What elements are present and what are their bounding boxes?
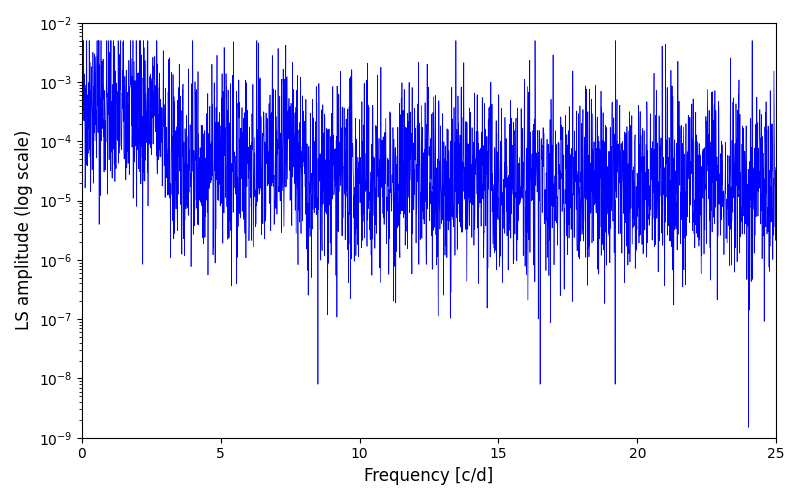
X-axis label: Frequency [c/d]: Frequency [c/d] (364, 467, 494, 485)
Y-axis label: LS amplitude (log scale): LS amplitude (log scale) (15, 130, 33, 330)
